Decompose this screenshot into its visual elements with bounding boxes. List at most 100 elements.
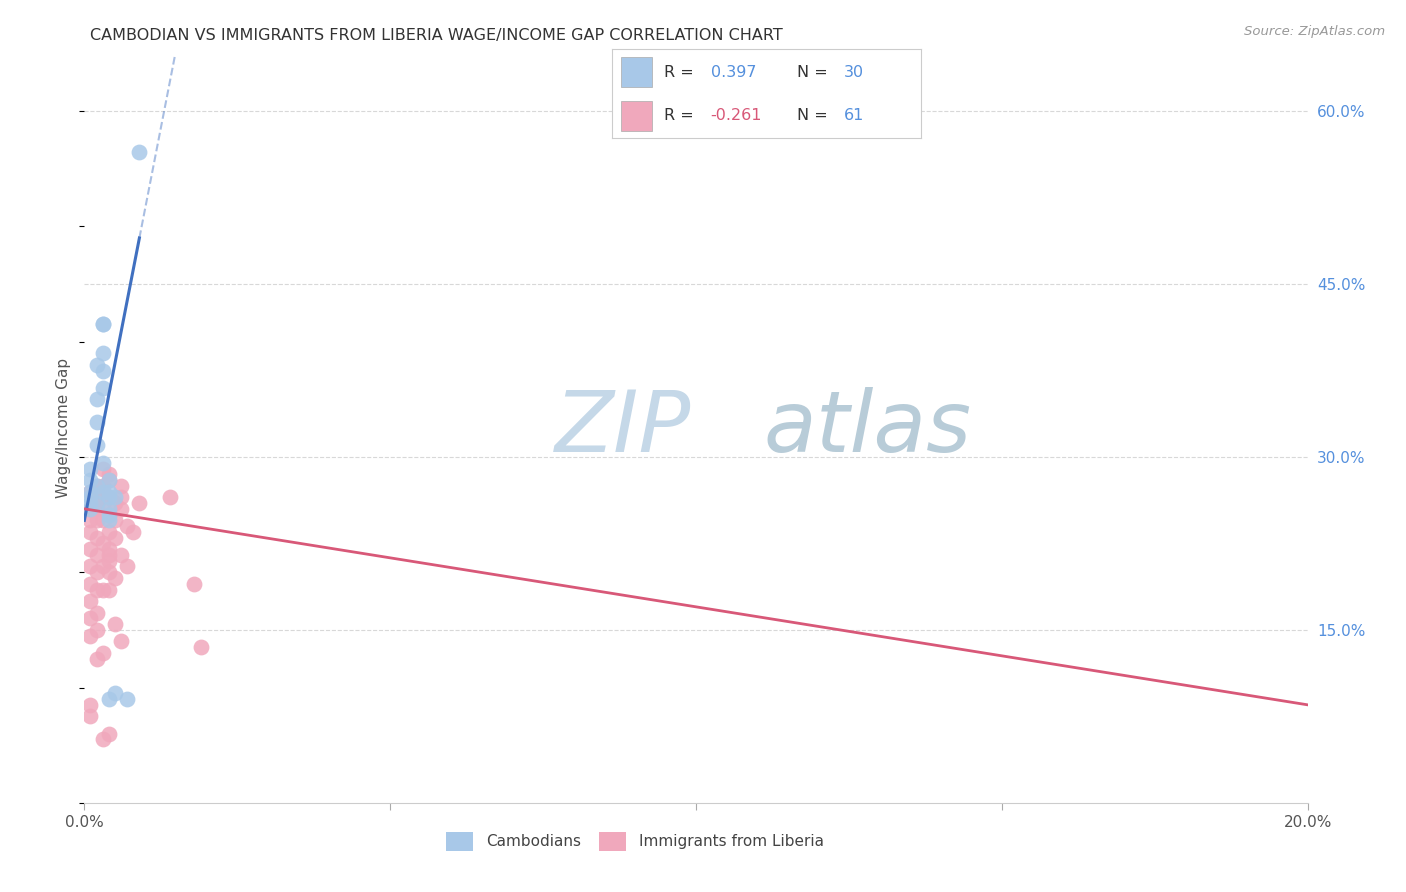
Point (86, 491, 108, 505)
Point (97, 566, 120, 580)
Text: 61: 61 (844, 109, 863, 123)
Point (97, 554, 120, 568)
Point (128, 145, 150, 159)
Point (97, 508, 120, 522)
Text: R =: R = (664, 65, 699, 79)
Point (79, 594, 101, 608)
Point (86, 651, 108, 665)
Point (86, 623, 108, 637)
Point (104, 513, 127, 527)
Text: -0.261: -0.261 (710, 109, 762, 123)
Point (91, 461, 114, 475)
Point (79, 501, 101, 516)
Text: 0.397: 0.397 (710, 65, 756, 79)
Point (122, 524, 145, 539)
Point (86, 582, 108, 597)
Point (79, 629, 101, 643)
Point (79, 559, 101, 574)
Point (97, 524, 120, 539)
Point (110, 548, 132, 562)
Point (97, 484, 120, 499)
Point (97, 692, 120, 706)
Point (115, 519, 138, 533)
Point (86, 479, 108, 493)
Point (86, 513, 108, 527)
Point (97, 491, 120, 505)
Point (79, 491, 101, 505)
Point (97, 513, 120, 527)
Text: R =: R = (664, 109, 699, 123)
Point (79, 709, 101, 723)
Point (91, 513, 114, 527)
Bar (621, 101, 652, 131)
Point (86, 416, 108, 430)
Text: Source: ZipAtlas.com: Source: ZipAtlas.com (1244, 25, 1385, 38)
Text: atlas: atlas (763, 386, 972, 470)
Text: 30: 30 (844, 65, 863, 79)
Point (91, 536, 114, 550)
Point (86, 531, 108, 545)
Point (79, 513, 101, 527)
Point (91, 582, 114, 597)
Text: N =: N = (797, 109, 834, 123)
Bar (621, 57, 652, 87)
Point (115, 692, 138, 706)
Point (104, 491, 127, 505)
Point (79, 524, 101, 539)
Point (97, 582, 120, 597)
Point (79, 611, 101, 625)
Point (79, 484, 101, 499)
Point (79, 576, 101, 591)
Point (110, 491, 132, 505)
Point (91, 484, 114, 499)
Point (110, 479, 132, 493)
Point (86, 606, 108, 620)
Point (104, 617, 127, 632)
Point (104, 571, 127, 585)
Point (97, 491, 120, 505)
Point (97, 726, 120, 740)
Point (97, 473, 120, 487)
Point (110, 501, 132, 516)
Point (86, 548, 108, 562)
Point (110, 634, 132, 648)
Point (115, 559, 138, 574)
Point (91, 381, 114, 395)
Point (91, 479, 114, 493)
Point (91, 559, 114, 574)
Point (91, 646, 114, 660)
Point (91, 318, 114, 332)
Point (97, 501, 120, 516)
Point (91, 496, 114, 510)
Point (79, 484, 101, 499)
Point (91, 732, 114, 747)
Point (97, 548, 120, 562)
Point (159, 491, 181, 505)
Point (86, 392, 108, 407)
Point (86, 496, 108, 510)
Point (128, 496, 150, 510)
Point (91, 456, 114, 470)
Point (104, 686, 127, 700)
Point (79, 501, 101, 516)
Legend: Cambodians, Immigrants from Liberia: Cambodians, Immigrants from Liberia (439, 824, 831, 859)
Point (86, 438, 108, 452)
Text: CAMBODIAN VS IMMIGRANTS FROM LIBERIA WAGE/INCOME GAP CORRELATION CHART: CAMBODIAN VS IMMIGRANTS FROM LIBERIA WAG… (90, 28, 783, 43)
Point (86, 566, 108, 580)
Point (97, 542, 120, 557)
Point (97, 473, 120, 487)
Point (91, 491, 114, 505)
Point (104, 496, 127, 510)
Text: ZIP: ZIP (555, 386, 692, 470)
Point (91, 363, 114, 377)
Point (79, 473, 101, 487)
Point (79, 698, 101, 712)
Point (79, 496, 101, 510)
Point (86, 501, 108, 516)
Point (183, 576, 205, 591)
Point (79, 461, 101, 475)
Point (91, 318, 114, 332)
Y-axis label: Wage/Income Gap: Wage/Income Gap (56, 358, 72, 499)
Text: N =: N = (797, 65, 834, 79)
Point (97, 508, 120, 522)
